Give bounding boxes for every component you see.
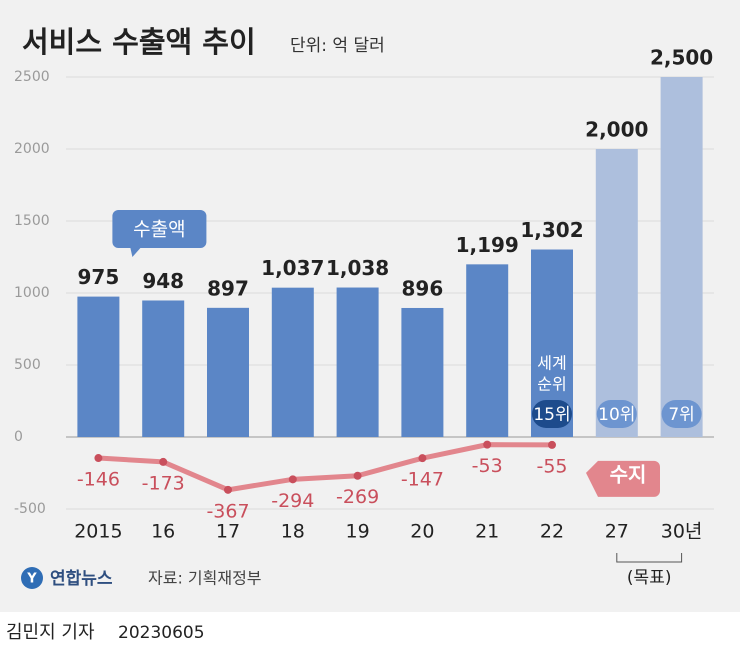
- chart-title: 서비스 수출액 추이: [22, 25, 256, 59]
- rank-label: 10위: [598, 405, 635, 425]
- bar-callout: [112, 210, 207, 257]
- y-tick-label: 2000: [14, 141, 50, 157]
- bar: [401, 307, 444, 437]
- x-tick-label: 2015: [74, 521, 122, 543]
- date: 20230605: [118, 623, 205, 643]
- value-label: 1,302: [520, 218, 583, 242]
- logo-mark: Y: [26, 572, 37, 587]
- line-point: [418, 454, 427, 463]
- y-tick-label: 500: [14, 357, 41, 373]
- x-tick-label: 20: [410, 521, 434, 543]
- logo-icon: [21, 567, 43, 589]
- footer-background: [0, 612, 740, 653]
- line-point: [94, 454, 103, 463]
- logo: 연합뉴스: [50, 568, 113, 589]
- rank-label: 7위: [668, 405, 694, 425]
- bar: [660, 77, 703, 437]
- bar: [336, 287, 379, 437]
- value-label: 2,500: [650, 46, 713, 70]
- x-tick-label: 17: [216, 521, 240, 543]
- line-value-label: -55: [536, 455, 567, 477]
- value-label: 975: [78, 265, 120, 289]
- line-point: [483, 440, 492, 449]
- line: [95, 442, 555, 493]
- byline: 김민지 기자: [6, 622, 95, 643]
- value-label: 2,000: [585, 118, 648, 142]
- line-point: [353, 471, 362, 480]
- x-tick-label: 21: [475, 521, 499, 543]
- value-label: 948: [142, 269, 184, 293]
- line-callout: [586, 460, 660, 497]
- rank-badge: [596, 400, 637, 428]
- target-note: (목표): [627, 568, 672, 588]
- source: 자료: 기획재정부: [148, 569, 262, 588]
- bar: [595, 149, 638, 437]
- legend-bar: 수출액: [133, 219, 185, 241]
- x-tick-label: 30년: [661, 521, 703, 543]
- line-value-label: -367: [206, 500, 249, 522]
- bar: [207, 307, 249, 437]
- bar: [142, 300, 185, 437]
- rank-note: 순위: [537, 375, 566, 394]
- y-tick-label: 1000: [14, 285, 50, 301]
- y-tick-label: -500: [14, 501, 46, 517]
- line-value-label: -53: [472, 455, 503, 477]
- line-value-label: -269: [336, 486, 379, 508]
- x-tick-label: 27: [605, 521, 629, 543]
- line-point: [224, 485, 232, 494]
- y-tick-label: 2500: [14, 69, 50, 85]
- bar: [271, 287, 314, 437]
- value-label: 896: [402, 276, 444, 300]
- line-value-label: -147: [401, 469, 444, 491]
- value-label: 1,038: [326, 256, 389, 280]
- rank-note: 세계: [537, 354, 566, 373]
- rank-label: 15위: [533, 405, 570, 425]
- value-label: 1,037: [261, 256, 324, 280]
- bar: [466, 264, 509, 437]
- x-tick-label: 18: [281, 521, 305, 543]
- value-label: 897: [207, 276, 249, 300]
- target-bracket: [616, 553, 683, 563]
- x-tick-label: 22: [540, 521, 564, 543]
- value-label: 1,199: [456, 233, 519, 257]
- y-tick-label: 0: [14, 429, 23, 445]
- line-value-label: -173: [142, 472, 185, 494]
- line-value-label: -146: [77, 469, 120, 491]
- bar: [77, 296, 120, 437]
- line-point: [159, 457, 168, 466]
- x-tick-label: 19: [346, 521, 370, 543]
- rank-badge: [532, 400, 572, 428]
- line-point: [548, 440, 556, 449]
- line-value-label: -294: [271, 490, 314, 512]
- rank-badge: [661, 400, 702, 428]
- y-tick-label: 1500: [14, 213, 50, 229]
- line-point: [288, 475, 297, 484]
- x-tick-label: 16: [151, 521, 175, 543]
- unit-label: 단위: 억 달러: [290, 36, 385, 56]
- legend-line: 수지: [610, 462, 647, 486]
